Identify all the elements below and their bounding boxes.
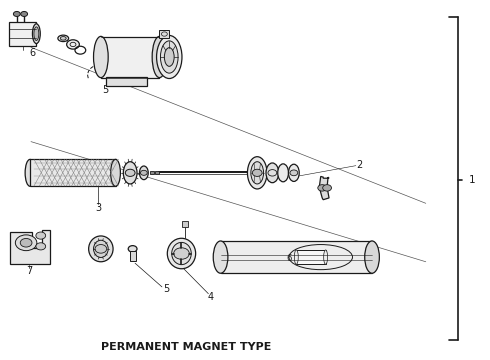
Ellipse shape bbox=[25, 159, 35, 186]
Ellipse shape bbox=[365, 241, 379, 273]
Circle shape bbox=[318, 185, 327, 191]
Ellipse shape bbox=[111, 159, 121, 186]
Circle shape bbox=[252, 169, 262, 176]
Ellipse shape bbox=[213, 241, 228, 273]
Text: 4: 4 bbox=[208, 292, 214, 302]
Bar bbox=[155, 171, 159, 174]
Ellipse shape bbox=[294, 250, 298, 264]
Circle shape bbox=[173, 248, 189, 259]
Polygon shape bbox=[319, 176, 329, 200]
Text: 1: 1 bbox=[469, 175, 475, 185]
Ellipse shape bbox=[89, 236, 113, 262]
Ellipse shape bbox=[324, 250, 328, 264]
Bar bbox=[130, 251, 136, 261]
Ellipse shape bbox=[58, 35, 69, 41]
Ellipse shape bbox=[152, 36, 167, 78]
Ellipse shape bbox=[278, 164, 289, 182]
Circle shape bbox=[323, 185, 331, 191]
Circle shape bbox=[36, 243, 46, 250]
Ellipse shape bbox=[167, 238, 196, 269]
Circle shape bbox=[95, 244, 107, 253]
Bar bbox=[101, 37, 159, 78]
Ellipse shape bbox=[123, 162, 137, 184]
Circle shape bbox=[67, 40, 79, 49]
Ellipse shape bbox=[172, 242, 191, 265]
Bar bbox=[150, 171, 154, 174]
Bar bbox=[220, 241, 372, 273]
Circle shape bbox=[125, 169, 135, 176]
Ellipse shape bbox=[34, 27, 39, 41]
Bar bbox=[296, 250, 326, 264]
Ellipse shape bbox=[94, 36, 108, 78]
Ellipse shape bbox=[289, 164, 299, 181]
Polygon shape bbox=[10, 230, 49, 264]
Ellipse shape bbox=[94, 240, 108, 257]
Text: 5: 5 bbox=[102, 85, 109, 95]
Circle shape bbox=[15, 235, 37, 251]
Ellipse shape bbox=[164, 48, 174, 66]
Bar bbox=[9, 22, 36, 45]
Text: 5: 5 bbox=[163, 284, 169, 294]
Text: PERMANENT MAGNET TYPE: PERMANENT MAGNET TYPE bbox=[101, 342, 271, 352]
Text: 3: 3 bbox=[96, 203, 101, 213]
Text: 7: 7 bbox=[26, 266, 32, 276]
Circle shape bbox=[20, 238, 32, 247]
Circle shape bbox=[13, 12, 20, 17]
Ellipse shape bbox=[266, 163, 279, 183]
Ellipse shape bbox=[157, 36, 182, 78]
Bar bbox=[30, 159, 116, 186]
Ellipse shape bbox=[251, 162, 264, 184]
Text: 6: 6 bbox=[286, 255, 292, 264]
Ellipse shape bbox=[60, 37, 66, 40]
Text: 6: 6 bbox=[29, 48, 35, 58]
Bar bbox=[159, 31, 169, 38]
Ellipse shape bbox=[160, 41, 178, 73]
Ellipse shape bbox=[247, 157, 267, 189]
Ellipse shape bbox=[140, 166, 148, 180]
Circle shape bbox=[128, 246, 137, 252]
Ellipse shape bbox=[32, 24, 40, 44]
Circle shape bbox=[141, 170, 147, 175]
Bar bbox=[182, 221, 188, 227]
Bar bbox=[106, 77, 147, 86]
Circle shape bbox=[290, 170, 298, 176]
Text: 2: 2 bbox=[357, 159, 363, 170]
Circle shape bbox=[36, 232, 46, 239]
Circle shape bbox=[21, 12, 27, 17]
